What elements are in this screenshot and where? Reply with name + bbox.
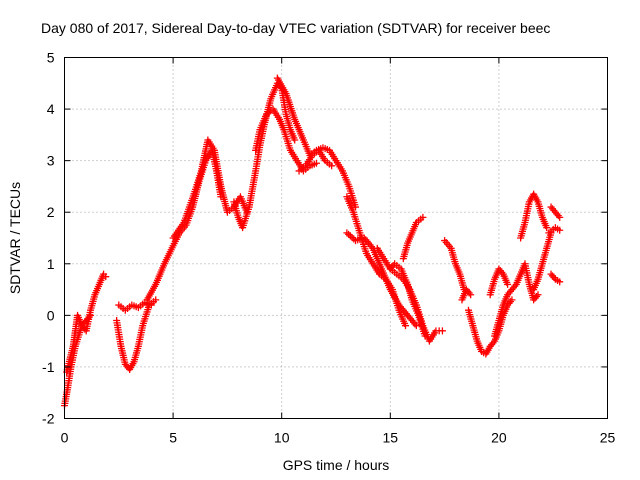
series-arc-23	[547, 203, 564, 221]
data-point	[543, 224, 551, 232]
data-point	[328, 162, 336, 170]
x-axis-label: GPS time / hours	[283, 457, 390, 473]
data-point	[556, 226, 564, 234]
data-point	[438, 327, 446, 335]
data-point	[152, 296, 160, 304]
series-arc-8	[252, 105, 320, 175]
data-point	[556, 213, 564, 221]
data-point	[508, 296, 516, 304]
series-arc-17	[458, 286, 475, 304]
data-point	[402, 322, 410, 330]
series-arc-3	[113, 296, 160, 374]
y-tick-label: 5	[47, 50, 55, 66]
series-arc-12	[343, 193, 410, 330]
data-point	[87, 311, 95, 319]
y-axis-label: SDTVAR / TECUs	[7, 182, 23, 294]
x-tick-label: 0	[61, 430, 69, 446]
series-arc-24	[545, 224, 564, 237]
data-point	[467, 291, 475, 299]
data-point	[312, 159, 320, 167]
data-point	[504, 280, 512, 288]
data-point	[291, 136, 299, 144]
y-tick-label: 3	[47, 153, 55, 169]
data-point	[412, 322, 420, 330]
series-arc-15	[386, 260, 429, 340]
x-tick-label: 5	[169, 430, 177, 446]
series-arc-18	[464, 296, 516, 358]
series-arc-21	[517, 190, 551, 242]
y-tick-label: 4	[47, 101, 55, 117]
data-point	[147, 301, 155, 309]
x-tick-label: 15	[383, 430, 399, 446]
plot-frame	[64, 57, 608, 419]
axis-ticks	[64, 57, 608, 419]
x-tick-label: 20	[491, 430, 507, 446]
series-arc-25	[547, 270, 564, 286]
x-tick-label: 25	[600, 430, 616, 446]
series-arc-9	[273, 74, 360, 211]
y-tick-label: -2	[42, 411, 55, 427]
series-arc-4	[115, 298, 155, 314]
data-point	[556, 278, 564, 286]
y-tick-label: 0	[47, 307, 55, 323]
series-arc-14	[399, 213, 427, 263]
chart-title: Day 080 of 2017, Sidereal Day-to-day VTE…	[41, 20, 550, 36]
x-tick-label: 10	[274, 430, 290, 446]
y-tick-label: -1	[42, 359, 55, 375]
series-arc-19	[491, 260, 542, 340]
series-arc-16	[441, 237, 468, 294]
data-point	[102, 273, 110, 281]
series-arc-20	[486, 265, 512, 299]
data-point	[534, 291, 542, 299]
y-tick-label: 2	[47, 204, 55, 220]
data-point	[419, 213, 427, 221]
x-tick-labels: 0 5 10 15 20 25	[61, 430, 616, 446]
series-arc-1	[61, 270, 110, 410]
series-arc-2	[63, 311, 95, 376]
y-tick-labels: -2 -1 0 1 2 3 4 5	[42, 50, 55, 427]
series-arc-22	[530, 229, 555, 294]
data-point	[421, 332, 429, 340]
data-points	[61, 74, 564, 410]
y-tick-label: 1	[47, 256, 55, 272]
grid	[64, 57, 608, 419]
series-arc-10	[295, 146, 336, 175]
